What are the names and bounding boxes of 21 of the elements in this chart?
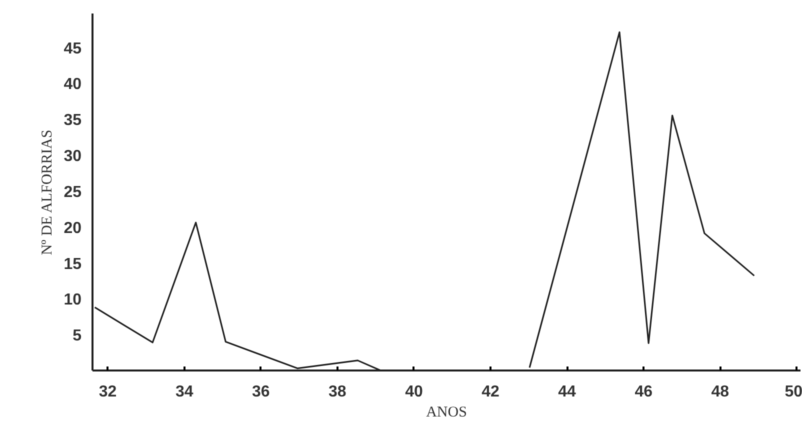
y-tick-label: 25 bbox=[64, 184, 82, 201]
x-tick-label: 50 bbox=[784, 384, 802, 400]
y-tick-label: 15 bbox=[64, 256, 82, 273]
x-tick-label: 40 bbox=[405, 384, 423, 400]
x-tick-label: 46 bbox=[634, 384, 653, 400]
x-tick-label: 42 bbox=[482, 384, 500, 400]
y-tick-label: 30 bbox=[64, 148, 82, 166]
y-tick-label: 45 bbox=[64, 40, 82, 58]
x-tick-label: 32 bbox=[98, 384, 117, 400]
x-tick-label: 38 bbox=[328, 384, 346, 400]
y-tick-label: 5 bbox=[72, 328, 82, 345]
x-tick-label: 34 bbox=[175, 384, 194, 400]
x-tick-label: 48 bbox=[711, 384, 730, 400]
y-tick-label: 20 bbox=[64, 220, 82, 237]
y-tick-label: 40 bbox=[64, 76, 82, 94]
x-tick-label: 36 bbox=[252, 384, 270, 400]
x-tick-label: 44 bbox=[558, 384, 576, 400]
y-axis-title: Nº DE ALFORRIAS bbox=[40, 130, 56, 256]
y-tick-label: 10 bbox=[64, 292, 82, 309]
x-axis-title: ANOS bbox=[426, 404, 467, 420]
y-tick-label: 35 bbox=[64, 112, 82, 130]
